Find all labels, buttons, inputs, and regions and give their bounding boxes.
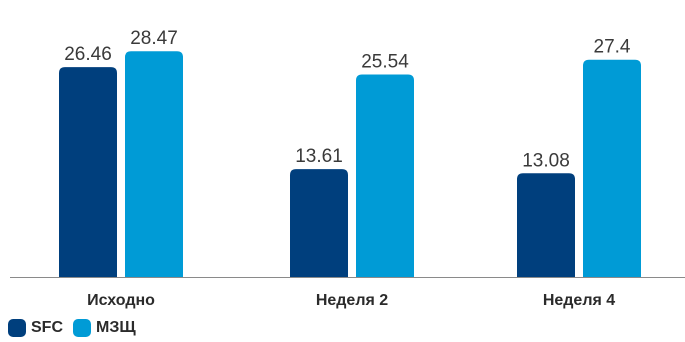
data-label-sfc-1: 13.61 — [295, 146, 343, 167]
data-label-mzsch-0: 28.47 — [130, 28, 178, 49]
category-label-0: Исходно — [87, 292, 155, 309]
bar-sfc-1 — [290, 169, 348, 277]
legend-label-sfc: SFC — [31, 319, 63, 336]
bar-mzsch-2 — [583, 59, 641, 277]
bar-sfc-2 — [517, 173, 575, 277]
legend-item-sfc: SFC — [8, 319, 63, 337]
bar-sfc-0 — [59, 67, 117, 277]
category-label-2: Неделя 4 — [543, 292, 615, 309]
legend-label-mzsch: МЗЩ — [96, 319, 136, 336]
bar-mzsch-1 — [356, 74, 414, 277]
legend-swatch-mzsch — [73, 319, 91, 337]
data-label-sfc-0: 26.46 — [64, 44, 112, 65]
legend: SFC МЗЩ — [8, 317, 136, 339]
data-label-mzsch-1: 25.54 — [361, 51, 409, 72]
legend-item-mzsch: МЗЩ — [73, 319, 136, 337]
legend-swatch-sfc — [8, 319, 26, 337]
data-label-sfc-2: 13.08 — [522, 150, 570, 171]
data-label-mzsch-2: 27.4 — [594, 37, 631, 58]
bar-mzsch-0 — [125, 51, 183, 278]
category-label-1: Неделя 2 — [316, 292, 388, 309]
